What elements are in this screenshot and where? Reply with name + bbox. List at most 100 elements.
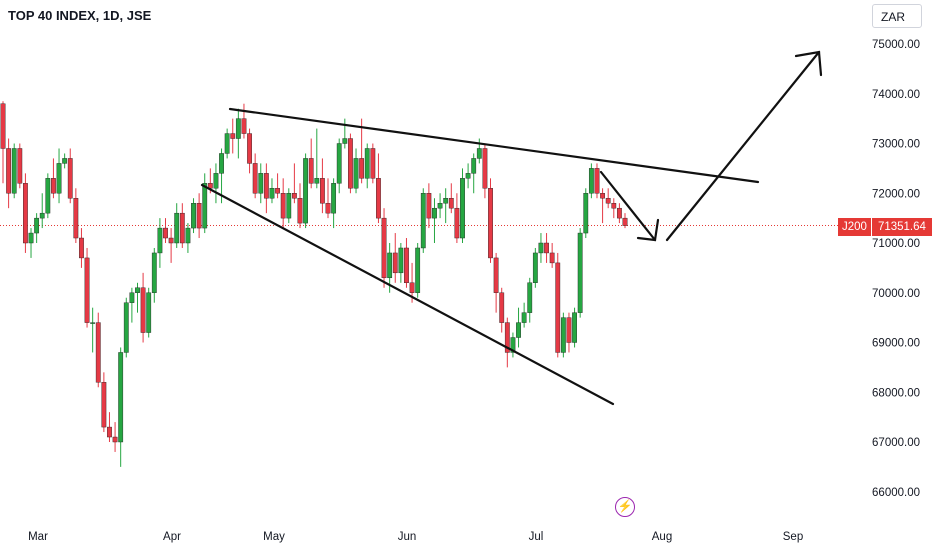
candle-body (151, 252, 157, 293)
candle (17, 143, 23, 189)
candle (538, 233, 544, 263)
candle-body (140, 287, 146, 333)
candle-body (291, 193, 297, 199)
short-term-arrow-line[interactable] (599, 170, 657, 242)
candle (594, 163, 600, 199)
candle (107, 412, 112, 442)
candle-body (605, 198, 611, 204)
candle-body (34, 217, 40, 234)
candle-body (616, 207, 622, 219)
candle (6, 138, 12, 209)
candle (129, 287, 135, 323)
candle (34, 213, 40, 243)
x-tick-label: Jul (529, 531, 544, 543)
candle-body (404, 247, 409, 284)
candle (146, 287, 152, 338)
candle-body (28, 232, 34, 244)
candle (460, 168, 465, 243)
candle (370, 143, 376, 184)
candle-body (213, 173, 219, 189)
candle (448, 183, 454, 214)
candle (392, 233, 398, 283)
candle (224, 128, 230, 159)
candle (297, 183, 303, 229)
candle-body (476, 148, 482, 159)
candle-body (409, 282, 415, 293)
candle (364, 143, 370, 189)
price-tag-value: 71351.64 (871, 218, 932, 236)
candle (235, 108, 241, 159)
candle-body (90, 322, 96, 324)
candle-body (123, 302, 129, 353)
candle (331, 178, 337, 229)
candle-body (163, 227, 168, 239)
candle-body (17, 148, 23, 184)
candle-body (566, 317, 572, 343)
y-tick-label: 71000.00 (872, 238, 920, 250)
current-price-tag: J200 71351.64 (838, 218, 932, 236)
candle (342, 118, 348, 149)
long-term-arrow-line[interactable] (665, 50, 821, 242)
candle-body (381, 217, 387, 279)
candle-body (6, 148, 12, 194)
candle-body (611, 202, 617, 209)
candle (499, 287, 505, 333)
short-term-arrow-head (636, 218, 660, 242)
candle (23, 173, 28, 253)
candle-body (230, 133, 236, 139)
candle (45, 173, 51, 219)
candle-body (280, 193, 286, 219)
candle (420, 188, 426, 253)
lightning-icon[interactable]: ⚡ (615, 497, 635, 517)
candle-body (112, 436, 118, 443)
candle (583, 188, 589, 239)
candle-body (62, 158, 68, 164)
candle-body (219, 153, 224, 174)
candle (426, 183, 432, 229)
candle (0, 101, 6, 184)
candle-body (84, 257, 90, 323)
candle (320, 158, 325, 214)
candle-body (364, 148, 370, 179)
candle-body (101, 382, 107, 428)
candle-body (241, 118, 247, 134)
candle (95, 312, 101, 388)
candle-body (258, 173, 264, 194)
candle-body (185, 227, 191, 244)
candle-body (471, 158, 477, 174)
candle-body (146, 292, 152, 333)
candle-body (600, 193, 605, 199)
candle (404, 238, 409, 288)
candle-body (544, 242, 549, 254)
candle (611, 198, 617, 219)
candle-body (387, 252, 393, 279)
candle-body (583, 193, 589, 234)
candle (588, 163, 594, 199)
candle-body (118, 352, 124, 443)
candle-body (331, 183, 337, 214)
candle-body (398, 247, 404, 274)
candle-body (286, 193, 292, 219)
candle (168, 228, 174, 263)
candle (269, 178, 275, 204)
candle-body (129, 292, 135, 303)
candle-body (594, 168, 600, 194)
upper-trendline[interactable] (228, 107, 760, 184)
candle-body (325, 202, 331, 214)
currency-selector[interactable]: ZAR (872, 4, 922, 28)
candle (39, 193, 45, 229)
lower-trendline[interactable] (200, 183, 615, 406)
candle (348, 133, 353, 194)
candle (84, 247, 90, 328)
candle (572, 307, 577, 348)
candle-body (11, 148, 17, 194)
y-tick-label: 75000.00 (872, 39, 920, 51)
candle (516, 307, 521, 348)
candle-body (420, 193, 426, 249)
candle (191, 198, 196, 234)
candle (359, 118, 365, 184)
candle (56, 148, 62, 204)
candle-body (297, 198, 303, 224)
candle-body (135, 287, 140, 293)
